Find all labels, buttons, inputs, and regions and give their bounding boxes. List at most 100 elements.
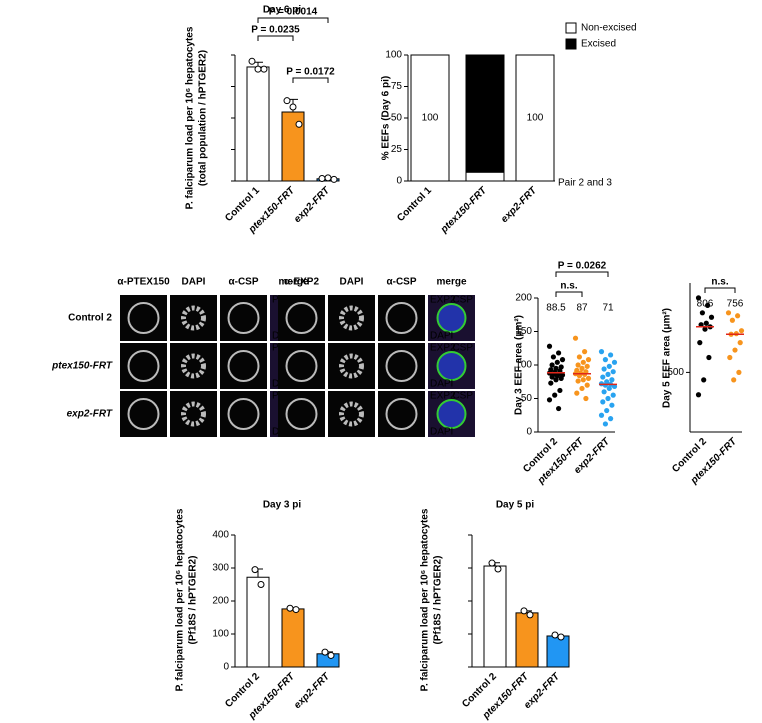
data-point xyxy=(583,395,589,402)
micrograph xyxy=(278,295,325,341)
data-point xyxy=(738,328,745,334)
data-point xyxy=(558,364,564,370)
data-point xyxy=(606,385,612,392)
data-point xyxy=(598,349,605,355)
significance-bracket xyxy=(257,17,329,23)
significance-bracket xyxy=(704,287,736,293)
data-point xyxy=(701,377,707,383)
data-point xyxy=(248,57,256,65)
column-header: DAPI xyxy=(182,277,206,288)
data-point xyxy=(600,374,606,380)
value-label: 100 xyxy=(422,113,439,124)
cell xyxy=(127,302,160,334)
cell xyxy=(181,305,206,331)
micrograph xyxy=(120,391,167,437)
x-tick-label: exp2-FRT xyxy=(499,185,539,225)
data-point xyxy=(552,392,558,398)
bar xyxy=(515,612,539,668)
data-point xyxy=(610,392,616,398)
data-point xyxy=(600,399,606,405)
significance-label: n.s. xyxy=(711,277,728,288)
y-tick-label: 200 xyxy=(515,293,532,304)
cell xyxy=(436,351,467,381)
micrograph xyxy=(220,391,267,437)
significance-bracket xyxy=(555,271,609,277)
data-point xyxy=(257,581,265,588)
y-axis-label: Day 5 EEF area (μm²) xyxy=(662,308,673,408)
y-tick-label: 50 xyxy=(391,113,403,124)
data-point xyxy=(580,377,586,383)
data-point xyxy=(327,651,335,659)
data-point xyxy=(608,352,614,358)
bar xyxy=(483,565,507,668)
data-point xyxy=(585,375,592,381)
data-point xyxy=(584,382,590,388)
cell xyxy=(227,350,260,382)
row-label: exp2-FRT xyxy=(67,409,113,420)
data-point xyxy=(574,390,580,396)
merge-label: CSP xyxy=(452,343,473,354)
bar-segment xyxy=(465,171,505,182)
data-point xyxy=(572,335,579,341)
cell xyxy=(385,302,418,334)
data-point xyxy=(556,350,562,356)
significance-label: P = 0.0235 xyxy=(251,25,300,36)
data-point xyxy=(609,377,615,383)
data-point xyxy=(737,340,743,346)
data-point xyxy=(548,380,554,386)
micrograph xyxy=(278,391,325,437)
micrograph xyxy=(170,391,217,437)
data-point xyxy=(695,392,702,398)
merge-label: CSP xyxy=(452,391,473,402)
y-axis-label: % EEFs (Day 6 pi) xyxy=(381,76,392,160)
micrograph xyxy=(220,343,267,389)
value-label: 93 xyxy=(479,108,491,119)
y-tick-label: 400 xyxy=(212,530,229,541)
data-point xyxy=(585,357,592,363)
data-point xyxy=(695,295,702,301)
median-label: 806 xyxy=(697,299,714,310)
data-point xyxy=(598,412,605,418)
data-point xyxy=(579,385,585,392)
data-point xyxy=(610,369,616,375)
data-point xyxy=(582,349,588,355)
y-axis-label: P. falciparum load per 10⁶ hepatocytes xyxy=(185,26,196,209)
data-point xyxy=(725,310,732,316)
median-label: 87 xyxy=(576,303,588,314)
cell xyxy=(339,305,364,331)
significance-bracket xyxy=(555,291,583,297)
data-point xyxy=(705,302,711,308)
column-header: α-EXP2 xyxy=(284,277,319,288)
y-tick-label: 100 xyxy=(212,629,229,640)
significance-label: P = 0.0172 xyxy=(286,67,335,78)
data-point xyxy=(697,340,703,346)
data-point xyxy=(703,320,709,326)
data-point xyxy=(526,611,534,619)
data-point xyxy=(576,354,583,360)
data-point xyxy=(609,402,615,408)
data-point xyxy=(732,347,738,353)
data-point xyxy=(556,405,562,412)
y-tick-label: 300 xyxy=(212,563,229,574)
data-point xyxy=(731,377,737,383)
data-point xyxy=(575,378,581,384)
micrograph xyxy=(328,343,375,389)
data-point xyxy=(608,416,614,422)
data-point xyxy=(324,174,332,182)
data-point xyxy=(553,365,559,371)
merge-label: EXP2 xyxy=(430,295,456,306)
data-point xyxy=(727,354,733,361)
data-point xyxy=(604,407,610,414)
data-point xyxy=(330,175,338,183)
bar-segment xyxy=(465,54,505,173)
bar xyxy=(246,576,270,668)
column-header: merge xyxy=(436,277,466,288)
micrograph xyxy=(278,343,325,389)
data-point xyxy=(520,607,528,615)
y-axis-label: Day 3 EEF area (μm²) xyxy=(514,315,525,415)
cell xyxy=(227,398,260,430)
y-axis-label: (Pf18S / hPTGER2) xyxy=(433,556,444,645)
data-point xyxy=(601,389,607,395)
cell xyxy=(285,398,318,430)
y-tick-label: 50 xyxy=(521,393,533,404)
